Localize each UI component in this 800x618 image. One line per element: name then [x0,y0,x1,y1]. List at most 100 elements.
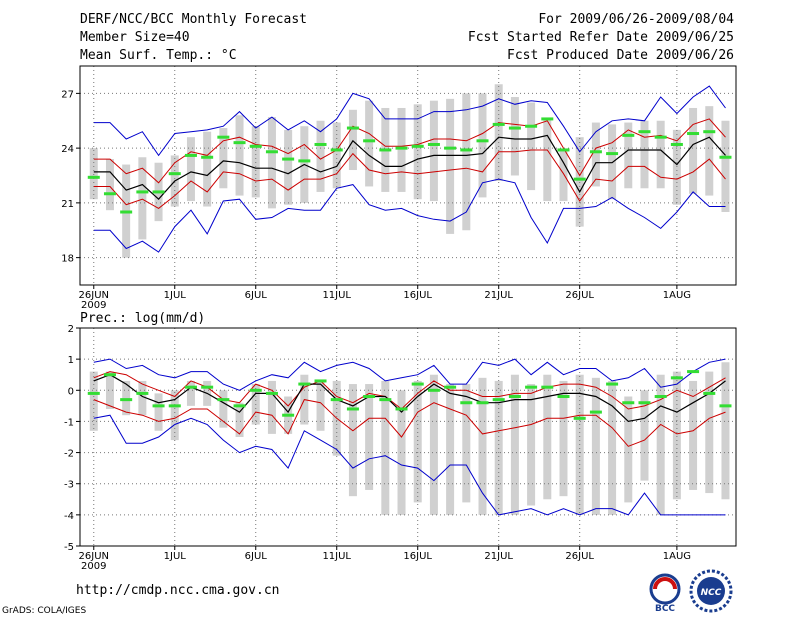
prec-y-tick-label: -4 [64,511,74,522]
prec-y-tick-label: -2 [64,449,74,460]
temp-median-marker [444,146,457,150]
forecast-start-date: Fcst Started Refer Date 2009/06/25 [467,30,734,45]
prec-spread-box [122,380,131,416]
temp-spread-box [705,106,714,196]
temp-median-marker [103,192,116,196]
prec-spread-box [154,393,163,431]
temp-spread-box [527,102,536,191]
prec-x-tick-label: 1AUG [663,551,691,562]
temp-median-marker [427,142,440,146]
temp-median-marker [152,190,165,194]
temp-spread-box [332,122,341,189]
prec-y-tick-label: 0 [68,386,74,397]
prec-median-marker [541,385,554,389]
chart-title: DERF/NCC/BCC Monthly Forecast [80,12,307,27]
temp-median-marker [557,148,570,152]
temp-spread-box [203,131,212,207]
temp-median-marker [654,135,667,139]
prec-spread-box [527,384,536,506]
source-url[interactable]: http://cmdp.ncc.cma.gov.cn [76,583,280,598]
temp-median-marker [233,141,246,145]
prec-median-marker [411,382,424,386]
ncc-logo-text: NCC [701,588,722,598]
temp-median-marker [379,148,392,152]
prec-median-marker [444,385,457,389]
temp-spread-box [462,93,471,231]
forecast-produced-date: Fcst Produced Date 2009/06/26 [507,48,734,63]
temp-x-tick-label: 26JUN [79,290,109,301]
prec-spread-box [510,374,519,515]
temp-median-marker [525,124,538,128]
temp-median-marker [476,139,489,143]
prec-lower-line [93,399,726,447]
prec-median-marker [152,404,165,408]
prec-median-marker [363,395,376,399]
temp-spread-box [365,100,374,187]
temp-spread-box [446,98,455,234]
prec-spread-box [543,374,552,500]
temp-x-tick-label: 11JUL [322,290,351,301]
temp-plot-frame [79,65,737,286]
prec-median-marker [703,391,716,395]
prec-spread-box [494,380,503,515]
prec-spread-box [640,390,649,481]
prec-upper-line [93,371,726,410]
temp-spread-box [316,120,325,192]
prec-median-marker [346,407,359,411]
prec-y-tick-label: -3 [64,480,74,491]
temp-median-marker [330,148,343,152]
prec-median-marker [589,410,602,414]
temp-median-marker [249,144,262,148]
prec-median-marker [508,395,521,399]
temp-spread-box [640,120,649,189]
prec-median-marker [573,416,586,420]
prec-x-tick-label: 26JUN [79,551,109,562]
temp-median-marker [217,135,230,139]
prec-x-tick-label: 21JUL [484,551,513,562]
prec-spread-box [170,390,179,441]
prec-spread-box [316,380,325,431]
temp-median-marker [573,177,586,181]
prec-spread-box [138,380,147,416]
temp-median-marker [168,172,181,176]
temp-median-marker [265,150,278,154]
prec-median-marker [525,385,538,389]
temp-median-marker [298,159,311,163]
temp-x-tick-label: 21JUL [484,290,513,301]
prec-spread-box [462,384,471,503]
temp-spread-box [689,107,698,194]
prec-mean-line [93,374,726,423]
prec-median-marker [395,407,408,411]
prec-min-line [93,414,726,516]
temp-spread-box [397,107,406,192]
prec-spread-box [446,384,455,515]
temp-spread-box [235,115,244,196]
temp-lower-line [93,149,726,210]
temp-median-marker [460,148,473,152]
prec-spread-box [89,371,98,431]
temp-y-tick-label: 18 [61,254,74,265]
prec-x-tick-label: 11JUL [322,551,351,562]
temp-min-line [93,178,726,253]
prec-median-marker [476,401,489,405]
prec-spread-box [381,380,390,515]
prec-spread-box [478,377,487,515]
temp-median-marker [201,155,214,159]
temp-median-marker [411,144,424,148]
prec-plot-frame [79,327,737,547]
prec-spread-box [656,374,665,515]
prec-median-marker [265,391,278,395]
temp-x-tick-label: 16JUL [403,290,432,301]
temp-spread-box [267,117,276,209]
prec-x-tick-label: 16JUL [403,551,432,562]
temp-median-marker [589,150,602,154]
temp-median-marker [670,142,683,146]
temp-x-tick-label: 26JUL [565,290,594,301]
prec-median-marker [314,379,327,383]
temp-spread-box [251,126,260,198]
temp-spread-box [543,118,552,202]
